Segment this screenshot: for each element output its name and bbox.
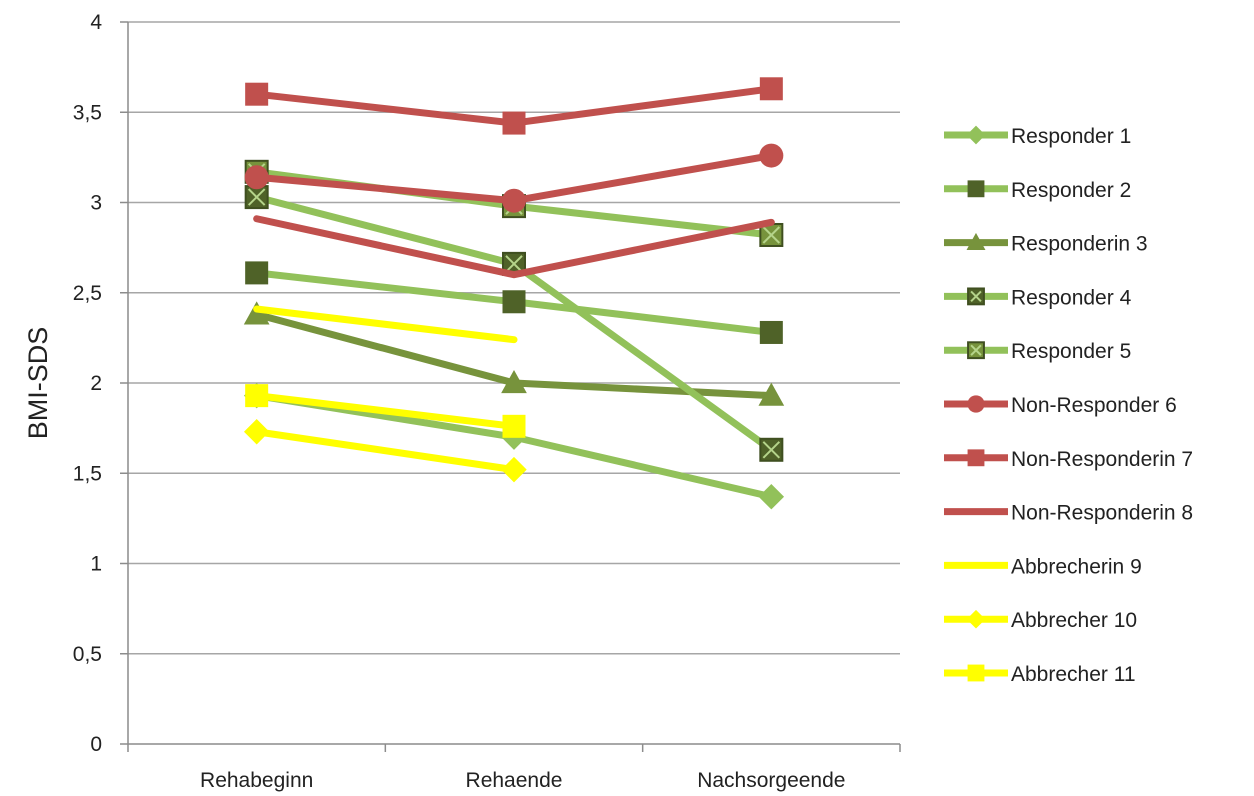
data-point-marker (245, 261, 269, 285)
legend-label: Abbrecher 10 (1011, 609, 1137, 632)
data-point-marker (967, 180, 985, 198)
y-tick-label: 1,5 (73, 462, 102, 485)
y-axis-title: BMI-SDS (23, 327, 53, 440)
series-lines (243, 77, 785, 510)
legend-label: Responder 1 (1011, 125, 1131, 148)
y-tick-label: 3 (90, 192, 102, 215)
axes (120, 21, 901, 752)
x-tick-label: Nachsorgeende (697, 769, 845, 792)
y-tick-label: 4 (90, 11, 102, 34)
data-point-marker (244, 185, 269, 210)
y-tick-label: 0 (90, 733, 102, 756)
series-8 (253, 215, 775, 279)
series-line (253, 215, 775, 279)
data-point-marker (759, 320, 783, 344)
data-point-marker (758, 484, 785, 510)
data-point-marker (244, 165, 269, 190)
legend-label: Non-Responderin 7 (1011, 448, 1193, 471)
data-point-marker (245, 82, 269, 106)
legend-entry: Non-Responder 6 (944, 394, 1177, 417)
data-point-marker (502, 290, 526, 314)
y-tick-label: 2,5 (73, 282, 102, 305)
legend-entry: Abbrecherin 9 (944, 555, 1142, 578)
series-7 (245, 77, 783, 135)
series-line (253, 305, 518, 344)
series-line (253, 392, 518, 430)
data-point-marker (243, 419, 270, 445)
series-4 (244, 185, 784, 462)
data-point-marker (759, 222, 784, 247)
series-line (253, 428, 518, 474)
legend-entry: Responder 4 (944, 286, 1132, 309)
legend-label: Responder 5 (1011, 340, 1131, 363)
y-tick-label: 0,5 (73, 643, 102, 666)
legend-entry: Responder 2 (944, 179, 1131, 202)
series-10 (243, 419, 527, 483)
legend-label: Non-Responder 6 (1011, 394, 1177, 417)
series-6 (244, 143, 784, 213)
y-tick-labels: 0 0,5 1 1,5 2 2,5 3 3,5 4 (73, 11, 103, 756)
y-tick-label: 3,5 (73, 101, 102, 124)
series-2 (245, 261, 783, 344)
legend-label: Abbrecher 11 (1011, 663, 1136, 686)
series-9 (253, 305, 518, 344)
legend-entry: Non-Responderin 8 (944, 502, 1193, 525)
data-point-marker (758, 382, 785, 406)
legend-entry: Responder 5 (944, 340, 1131, 363)
data-point-marker (759, 143, 784, 168)
data-point-marker (759, 437, 784, 462)
y-tick-label: 2 (90, 372, 102, 395)
legend-entry: Responderin 3 (944, 233, 1148, 256)
series-11 (245, 384, 526, 438)
data-point-marker (502, 414, 526, 438)
legend-entry: Abbrecher 11 (944, 663, 1136, 686)
legend: Responder 1 Responder 2 Responderin 3 Respo… (944, 125, 1193, 686)
data-point-marker (759, 77, 783, 101)
legend-entry: Responder 1 (944, 125, 1131, 148)
data-point-marker (967, 341, 985, 360)
data-point-marker (967, 449, 985, 467)
data-point-marker (967, 287, 985, 306)
x-tick-label: Rehabeginn (200, 769, 313, 792)
legend-entry: Abbrecher 10 (944, 609, 1137, 632)
x-tick-label: Rehaende (466, 769, 563, 792)
legend-label: Abbrecherin 9 (1011, 555, 1142, 578)
x-tick-labels: Rehabeginn Rehaende Nachsorgeende (200, 769, 845, 792)
legend-label: Non-Responderin 8 (1011, 502, 1193, 525)
data-point-marker (502, 251, 526, 276)
data-point-marker (966, 125, 986, 145)
data-point-marker (967, 664, 985, 682)
data-point-marker (245, 384, 269, 408)
legend-label: Responder 2 (1011, 179, 1131, 202)
legend-label: Responder 4 (1011, 286, 1132, 309)
data-point-marker (501, 369, 527, 394)
data-point-marker (966, 609, 986, 629)
data-point-marker (502, 188, 526, 213)
data-point-marker (501, 456, 527, 483)
data-point-marker (502, 111, 526, 135)
y-tick-label: 1 (90, 553, 102, 576)
data-point-marker (966, 232, 986, 251)
legend-label: Responderin 3 (1011, 233, 1148, 256)
data-point-marker (967, 395, 985, 413)
legend-entry: Non-Responderin 7 (944, 448, 1193, 471)
